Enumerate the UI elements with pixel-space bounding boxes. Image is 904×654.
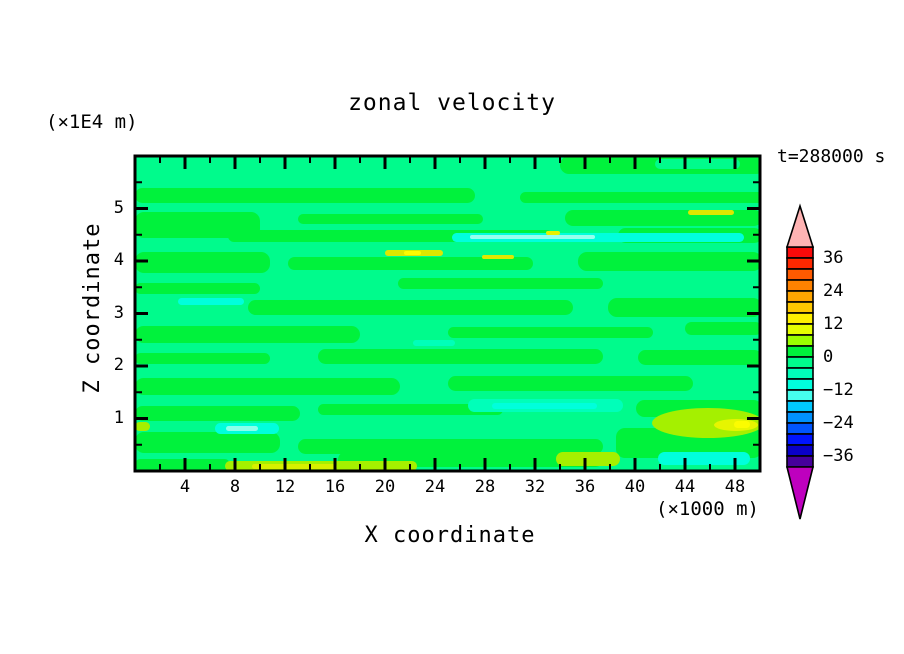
colorbar-block xyxy=(786,400,814,413)
contour-streak xyxy=(136,188,475,203)
colorbar-block xyxy=(786,246,814,259)
contour-streak xyxy=(398,278,603,289)
z-tick-label: 3 xyxy=(113,302,124,323)
contour-streak xyxy=(136,252,270,273)
x-tick-label: 12 xyxy=(274,477,296,497)
colorbar-block xyxy=(786,345,814,358)
contour-streak xyxy=(136,353,270,364)
x-axis-unit-label: (×1000 m) xyxy=(656,498,759,520)
contour-field xyxy=(136,157,759,470)
colorbar-block xyxy=(786,422,814,435)
contour-streak xyxy=(492,403,597,409)
colorbar-tick-label: 0 xyxy=(823,347,834,367)
colorbar-block xyxy=(786,279,814,292)
contour-streak xyxy=(556,452,620,466)
contour-streak xyxy=(608,298,759,317)
colorbar-block xyxy=(786,268,814,281)
contour-streak xyxy=(688,210,734,215)
x-tick-label: 36 xyxy=(574,477,596,497)
colorbar-tick-label: −36 xyxy=(823,446,854,466)
colorbar-block xyxy=(786,433,814,446)
contour-streak xyxy=(136,459,230,470)
contour-streak xyxy=(178,298,244,305)
z-tick-label: 5 xyxy=(113,197,124,218)
colorbar-block xyxy=(786,323,814,336)
contour-streak xyxy=(404,251,421,255)
colorbar-block xyxy=(786,257,814,270)
contour-streak xyxy=(482,255,514,259)
contour-streak xyxy=(226,426,258,431)
colorbar-block xyxy=(786,411,814,424)
contour-streak xyxy=(655,159,740,169)
z-tick-label: 2 xyxy=(113,355,124,375)
colorbar-block xyxy=(786,356,814,369)
contour-streak xyxy=(470,235,595,239)
colorbar-block xyxy=(786,290,814,303)
contour-streak xyxy=(578,252,759,271)
z-tick-label: 1 xyxy=(113,407,124,428)
contour-streak xyxy=(136,422,150,431)
contour-streak xyxy=(638,350,759,365)
x-tick-label: 44 xyxy=(674,477,696,497)
colorbar-block xyxy=(786,455,814,468)
colorbar-block xyxy=(786,301,814,314)
colorbar-block xyxy=(786,367,814,380)
contour-streak xyxy=(136,283,260,294)
colorbar-block xyxy=(786,444,814,457)
contour-streak xyxy=(298,439,603,454)
contour-streak xyxy=(520,192,759,203)
x-tick-label: 28 xyxy=(474,477,496,497)
contour-streak xyxy=(734,421,750,428)
colorbar-over-arrow xyxy=(785,203,815,248)
contour-streak xyxy=(136,378,400,395)
contour-streak xyxy=(248,300,573,315)
contour-streak xyxy=(288,257,533,270)
contour-streak xyxy=(448,327,653,338)
z-tick-label: 4 xyxy=(113,250,124,270)
colorbar-tick-label: 24 xyxy=(823,281,844,301)
contour-streak xyxy=(546,231,560,235)
colorbar-tick-label: 12 xyxy=(823,314,844,334)
x-tick-label: 8 xyxy=(229,477,241,497)
colorbar-block xyxy=(786,312,814,325)
colorbar-tick-label: −24 xyxy=(823,413,854,433)
colorbar-tick-label: −12 xyxy=(823,380,854,400)
contour-streak xyxy=(136,326,360,343)
x-tick-label: 20 xyxy=(374,477,396,497)
contour-streak xyxy=(658,452,750,465)
time-label: t=288000 s xyxy=(777,146,886,167)
colorbar xyxy=(785,203,815,520)
contour-streak xyxy=(685,322,759,335)
colorbar-block xyxy=(786,378,814,391)
x-tick-label: 48 xyxy=(724,477,746,497)
colorbar-tick-label: 36 xyxy=(823,248,844,268)
chart-title: zonal velocity xyxy=(348,90,556,116)
colorbar-block xyxy=(786,334,814,347)
contour-streak xyxy=(318,349,603,364)
x-tick-label: 32 xyxy=(524,477,546,497)
colorbar-block xyxy=(786,389,814,402)
contour-streak xyxy=(413,340,455,346)
x-tick-label: 16 xyxy=(324,477,346,497)
contour-streak xyxy=(298,214,483,224)
contour-streak xyxy=(252,464,337,469)
contour-streak xyxy=(136,212,260,238)
contour-streak xyxy=(318,404,503,415)
plot-border xyxy=(133,154,762,473)
z-axis-unit-label: (×1E4 m) xyxy=(46,111,138,133)
contour-streak xyxy=(136,406,300,421)
x-tick-label: 4 xyxy=(179,477,191,497)
contour-streak xyxy=(136,432,280,453)
x-tick-label: 24 xyxy=(424,477,446,497)
contour-streak xyxy=(448,376,693,391)
x-tick-label: 40 xyxy=(624,477,646,497)
x-axis-title: X coordinate xyxy=(364,523,536,548)
colorbar-under-arrow xyxy=(785,466,815,520)
